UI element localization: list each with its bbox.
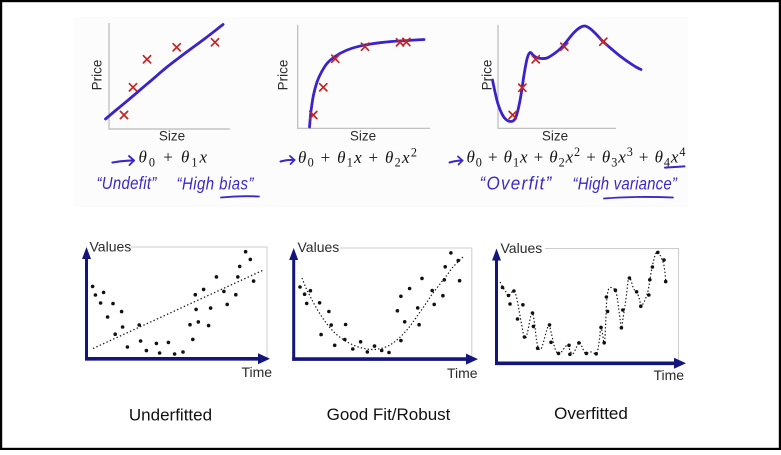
- svg-text:θ0​ + θ1​x: θ0​ + θ1​x: [139, 148, 210, 170]
- svg-text:Values: Values: [90, 239, 132, 255]
- svg-text:Values: Values: [501, 240, 543, 256]
- svg-text:“High variance”: “High variance”: [573, 173, 679, 194]
- svg-text:Size: Size: [542, 129, 568, 144]
- svg-text:θ0​ + θ1​x + θ2​x2​: θ0​ + θ1​x + θ2​x2​: [298, 146, 418, 170]
- svg-text:Time: Time: [242, 364, 273, 380]
- svg-text:θ0​ + θ1​x + θ2​x2​ + θ3​x3​ +: θ0​ + θ1​x + θ2​x2​ + θ3​x3​ + θ4​x4​: [467, 145, 687, 169]
- svg-text:Time: Time: [654, 367, 685, 383]
- svg-text:Price: Price: [90, 60, 105, 91]
- svg-text:Values: Values: [298, 239, 340, 255]
- svg-text:Good Fit/Robust: Good Fit/Robust: [327, 405, 451, 424]
- svg-text:Price: Price: [480, 60, 495, 91]
- svg-text:“High bias”: “High bias”: [177, 173, 255, 194]
- svg-text:Overfitted: Overfitted: [554, 404, 628, 423]
- svg-text:Size: Size: [350, 129, 376, 144]
- svg-text:Time: Time: [447, 365, 478, 381]
- svg-text:Underfitted: Underfitted: [129, 406, 212, 425]
- svg-text:“Overfit”: “Overfit”: [480, 173, 553, 194]
- svg-text:Size: Size: [159, 129, 185, 144]
- svg-text:“Undefit”: “Undefit”: [97, 173, 158, 194]
- svg-text:Price: Price: [276, 60, 291, 91]
